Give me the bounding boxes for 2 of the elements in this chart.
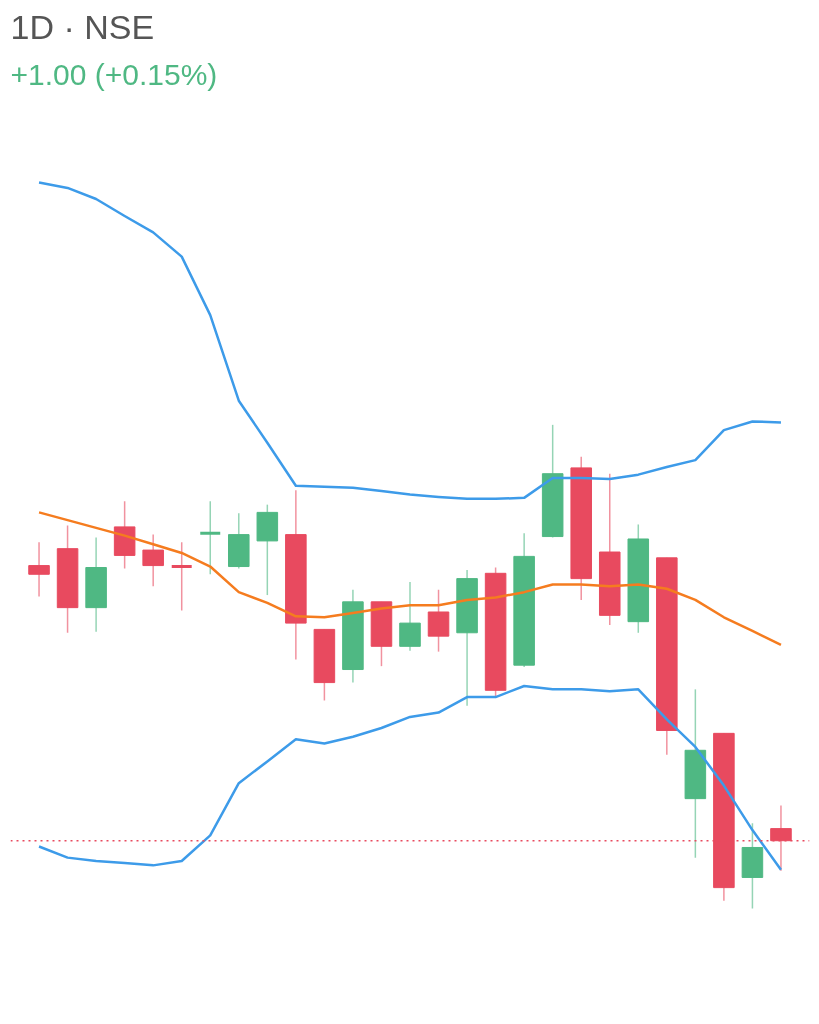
chart-title: 1D · NSE	[10, 7, 155, 46]
text: +1.00 (+0.15%)	[10, 57, 218, 91]
